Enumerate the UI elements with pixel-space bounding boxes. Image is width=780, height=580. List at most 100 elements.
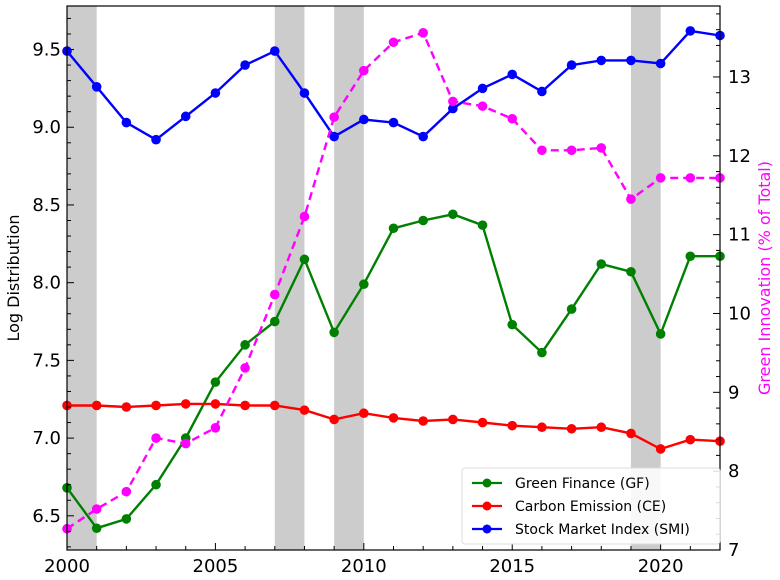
carbon-emission-point-2016 — [537, 422, 547, 433]
y-axis-left-title: Log Distribution — [4, 214, 23, 341]
stock-market-index-point-2009 — [329, 131, 339, 142]
stock-market-index-point-2002 — [121, 117, 132, 128]
green-finance-point-2012 — [418, 215, 428, 226]
green-innovation-point-2011 — [388, 37, 399, 48]
y-right-tick-label-11: 11 — [728, 225, 751, 246]
carbon-emission-point-2008 — [299, 405, 310, 415]
y-right-tick-label-7: 7 — [728, 540, 739, 561]
green-innovation-point-2016 — [537, 145, 547, 156]
shaded-period-2 — [334, 6, 364, 550]
carbon-emission-point-2013 — [448, 414, 458, 425]
green-innovation-point-2007 — [269, 289, 280, 300]
stock-market-index-point-2017 — [566, 60, 577, 70]
legend-smi-marker — [482, 524, 492, 534]
y-right-tick-label-13: 13 — [728, 67, 751, 88]
x-tick-label-2005: 2005 — [193, 556, 239, 577]
carbon-emission-point-2005 — [210, 399, 221, 409]
shaded-period-1 — [274, 6, 305, 550]
carbon-emission-point-2002 — [121, 402, 132, 412]
green-finance-point-2011 — [388, 223, 399, 234]
green-finance-point-2019 — [626, 266, 636, 277]
carbon-emission-point-2010 — [359, 408, 369, 419]
green-finance-point-2008 — [299, 254, 310, 265]
carbon-emission-point-2019 — [626, 428, 636, 439]
green-innovation-point-2021 — [685, 173, 696, 183]
green-finance-point-2016 — [537, 347, 547, 358]
legend-ce-label: Carbon Emission (CE) — [515, 499, 666, 515]
carbon-emission-point-2001 — [91, 400, 102, 411]
y-left-tick-label-9.5: 9.5 — [32, 40, 61, 61]
green-innovation-point-2019 — [626, 194, 636, 204]
green-innovation-point-2002 — [121, 486, 132, 497]
legend-ce-marker — [482, 501, 492, 511]
green-innovation-point-2001 — [91, 504, 102, 514]
stock-market-index-point-2014 — [477, 83, 488, 94]
legend: Green Finance (GF) Carbon Emission (CE) … — [461, 467, 721, 545]
y-left-tick-label-9.0: 9.0 — [32, 117, 61, 138]
stock-market-index-point-2007 — [269, 46, 280, 56]
legend-gf-label: Green Finance (GF) — [515, 476, 650, 492]
green-innovation-point-2017 — [566, 145, 577, 156]
green-innovation-point-2005 — [210, 422, 221, 433]
green-innovation-point-2010 — [359, 65, 369, 76]
stock-market-index-point-2018 — [596, 55, 607, 66]
green-finance-point-2021 — [685, 251, 696, 262]
y-right-tick-label-9: 9 — [728, 382, 739, 403]
green-innovation-point-2018 — [596, 143, 607, 153]
carbon-emission-point-2006 — [240, 400, 250, 411]
shaded-periods — [67, 6, 661, 550]
green-innovation-point-2004 — [180, 438, 191, 449]
y-axis-right-title: Green Innovation (% of Total) — [755, 161, 774, 395]
y-right-tick-label-8: 8 — [728, 461, 739, 482]
green-finance-point-2006 — [240, 340, 250, 350]
y-left-tick-label-8.5: 8.5 — [32, 195, 61, 216]
green-innovation-point-2009 — [329, 112, 339, 122]
stock-market-index-point-2020 — [655, 58, 666, 69]
green-finance-point-2001 — [91, 523, 102, 534]
series-layer — [62, 26, 725, 534]
y-left-tick-label-6.5: 6.5 — [32, 506, 61, 527]
shaded-period-0 — [67, 6, 97, 550]
stock-market-index-point-2003 — [151, 134, 161, 145]
y-axis-right: 7 8 9 10 11 12 13 — [713, 13, 751, 561]
green-finance-point-2005 — [210, 377, 221, 387]
green-finance-point-2009 — [329, 327, 339, 338]
green-innovation-point-2003 — [151, 433, 161, 443]
y-axis-left: 6.5 7.0 7.5 8.0 8.5 9.0 9.5 — [32, 17, 74, 548]
carbon-emission-point-2007 — [269, 400, 280, 411]
legend-smi-label: Stock Market Index (SMI) — [515, 522, 690, 538]
stock-market-index-point-2011 — [388, 117, 399, 128]
carbon-emission-point-2017 — [566, 423, 577, 434]
green-innovation-point-2020 — [655, 173, 666, 183]
shaded-period-3 — [630, 6, 661, 550]
y-left-tick-label-8.0: 8.0 — [32, 273, 61, 294]
carbon-emission-point-2009 — [329, 414, 339, 425]
stock-market-index-point-2015 — [507, 69, 518, 80]
carbon-emission-point-2004 — [180, 399, 191, 409]
carbon-emission-point-2003 — [151, 400, 161, 411]
green-finance-point-2018 — [596, 259, 607, 269]
y-right-tick-label-12: 12 — [728, 146, 751, 167]
green-finance-point-2013 — [448, 209, 458, 220]
green-finance-point-2010 — [359, 279, 369, 290]
green-finance-point-2015 — [507, 319, 518, 330]
stock-market-index-point-2016 — [537, 86, 547, 97]
carbon-emission-line — [67, 402, 721, 451]
green-innovation-point-2008 — [299, 211, 310, 222]
stock-market-index-point-2019 — [626, 55, 636, 66]
stock-market-index-point-2008 — [299, 88, 310, 98]
x-tick-label-2010: 2010 — [341, 556, 387, 577]
green-innovation-point-2014 — [477, 101, 488, 111]
stock-market-index-point-2013 — [448, 103, 458, 114]
x-tick-label-2000: 2000 — [44, 556, 90, 577]
legend-gf-marker — [482, 478, 492, 488]
green-innovation-point-2006 — [240, 363, 250, 373]
carbon-emission-point-2011 — [388, 413, 399, 423]
green-finance-point-2014 — [477, 220, 488, 230]
stock-market-index-point-2001 — [91, 82, 102, 92]
carbon-emission-point-2018 — [596, 422, 607, 433]
green-finance-point-2020 — [655, 329, 666, 339]
y-left-tick-label-7.5: 7.5 — [32, 350, 61, 371]
